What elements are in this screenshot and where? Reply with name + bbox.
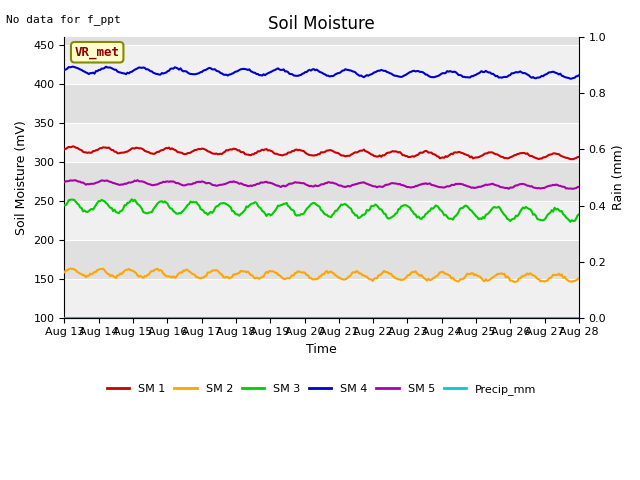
Bar [65, 123, 579, 162]
Bar [65, 84, 579, 123]
Y-axis label: Soil Moisture (mV): Soil Moisture (mV) [15, 120, 28, 235]
Title: Soil Moisture: Soil Moisture [268, 15, 375, 33]
Bar [65, 45, 579, 84]
Bar [65, 279, 579, 318]
Bar [65, 240, 579, 279]
Text: VR_met: VR_met [75, 46, 120, 59]
Bar [65, 162, 579, 201]
Y-axis label: Rain (mm): Rain (mm) [612, 144, 625, 210]
Text: No data for f_ppt: No data for f_ppt [6, 14, 121, 25]
Legend: SM 1, SM 2, SM 3, SM 4, SM 5, Precip_mm: SM 1, SM 2, SM 3, SM 4, SM 5, Precip_mm [103, 379, 541, 399]
Bar [65, 201, 579, 240]
Bar [65, 37, 579, 45]
X-axis label: Time: Time [307, 343, 337, 356]
